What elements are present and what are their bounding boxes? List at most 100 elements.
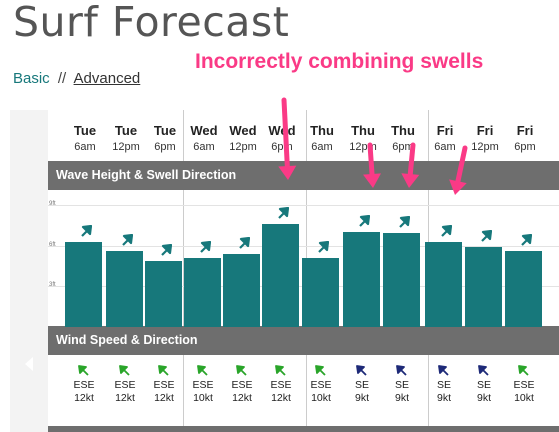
wave-section-header: Wave Height & Swell Direction — [48, 161, 559, 190]
wind-direction-label: SE — [394, 379, 409, 391]
column-time: 6pm — [271, 141, 293, 153]
wind-direction-arrow-icon — [518, 365, 529, 376]
wind-direction-label: SE — [354, 379, 369, 391]
swell-direction-arrow-icon — [521, 234, 532, 246]
wind-speed-label: 12kt — [74, 392, 94, 404]
wave-height-bar[interactable] — [145, 260, 182, 327]
wind-direction-label: ESE — [231, 379, 253, 391]
wave-y-tick: 6ft — [49, 241, 56, 248]
page-title: Surf Forecast — [13, 0, 290, 46]
wind-direction-label: ESE — [153, 379, 175, 391]
wave-height-bar[interactable] — [343, 232, 380, 327]
wind-section-header: Wind Speed & Direction — [48, 326, 559, 355]
column-day: Tue — [153, 123, 177, 138]
swell-direction-arrow-icon — [200, 240, 211, 253]
wave-height-bar[interactable] — [425, 241, 462, 327]
wave-y-tick: 9ft — [49, 201, 56, 207]
swell-direction-arrow-icon — [441, 224, 452, 237]
column-header: Tue 6am — [65, 123, 105, 153]
column-header: Fri 12pm — [465, 123, 505, 153]
column-time: 6am — [434, 141, 456, 153]
column-header: Tue 6pm — [145, 123, 185, 153]
column-day: Wed — [268, 123, 296, 138]
basic-view-link[interactable]: Basic — [13, 70, 50, 87]
column-time: 6am — [311, 141, 333, 153]
column-day: Thu — [351, 123, 375, 138]
wind-direction-arrow-icon — [275, 365, 286, 376]
wave-height-bar[interactable] — [262, 223, 299, 327]
next-section-header — [48, 426, 559, 432]
forecast-panel: Wave Height & Swell Direction Wind Speed… — [48, 110, 559, 432]
wave-height-bar[interactable] — [465, 247, 502, 327]
view-toggle: Basic // Advanced — [13, 70, 140, 87]
column-day: Wed — [229, 123, 257, 138]
column-time: 6pm — [514, 141, 536, 153]
wind-direction-arrow-icon — [396, 365, 407, 376]
column-day: Tue — [73, 123, 97, 138]
wind-speed-label: 9kt — [476, 392, 491, 404]
swell-direction-arrow-icon — [278, 206, 289, 219]
wave-height-bar[interactable] — [223, 253, 260, 327]
column-day: Wed — [190, 123, 218, 138]
wind-direction-label: ESE — [114, 379, 136, 391]
wind-speed-label: 12kt — [232, 392, 252, 404]
column-time: 6am — [193, 141, 215, 153]
wind-direction-arrow-icon — [478, 365, 489, 376]
wind-speed-label: 9kt — [354, 392, 369, 404]
wind-direction-arrow-icon — [315, 365, 326, 376]
column-header: Wed 6pm — [262, 123, 302, 153]
scroll-left-arrow-icon[interactable] — [25, 357, 33, 371]
column-header: Wed 6am — [184, 123, 224, 153]
wave-height-bar[interactable] — [184, 257, 221, 327]
annotation-label: Incorrectly combining swells — [195, 50, 484, 73]
wind-speed-label: 10kt — [514, 392, 534, 404]
column-header: Tue 12pm — [106, 123, 146, 153]
column-time: 12pm — [229, 141, 257, 153]
column-time: 12pm — [112, 141, 140, 153]
wind-speed-label: 12kt — [271, 392, 291, 404]
wave-height-bar[interactable] — [505, 251, 542, 327]
column-day: Fri — [516, 123, 534, 138]
day-separator — [183, 110, 184, 432]
wind-direction-label: ESE — [513, 379, 535, 391]
wind-direction-arrow-icon — [78, 365, 89, 376]
wave-y-tick: 3ft — [49, 282, 56, 289]
wave-height-bar[interactable] — [383, 233, 420, 327]
wind-speed-label: 12kt — [154, 392, 174, 404]
column-day: Tue — [114, 123, 138, 138]
wave-height-bar[interactable] — [106, 251, 143, 327]
column-time: 6pm — [154, 141, 176, 153]
wave-height-bar[interactable] — [302, 257, 339, 327]
swell-direction-arrow-icon — [161, 243, 172, 256]
swell-direction-arrow-icon — [81, 224, 92, 237]
swell-direction-arrow-icon — [359, 215, 370, 227]
wind-direction-label: SE — [476, 379, 491, 391]
advanced-view-link[interactable]: Advanced — [73, 70, 141, 87]
wind-speed-label: 10kt — [193, 392, 213, 404]
wind-speed-label: 9kt — [394, 392, 409, 404]
column-header: Thu 6am — [302, 123, 342, 153]
wave-height-bar[interactable] — [65, 241, 102, 327]
column-time: 12pm — [349, 141, 377, 153]
scroll-left-gutter[interactable] — [10, 110, 48, 432]
wind-direction-label: ESE — [310, 379, 332, 391]
wave-gridline — [48, 205, 559, 206]
column-header: Fri 6am — [425, 123, 465, 153]
swell-direction-arrow-icon — [122, 234, 133, 246]
column-day: Thu — [391, 123, 415, 138]
wind-direction-arrow-icon — [356, 365, 367, 376]
wind-direction-arrow-icon — [438, 365, 449, 376]
wind-direction-label: SE — [436, 379, 451, 391]
wind-direction-label: ESE — [73, 379, 95, 391]
wind-direction-label: ESE — [192, 379, 214, 391]
column-header: Wed 12pm — [223, 123, 263, 153]
wind-speed-label: 9kt — [436, 392, 451, 404]
view-separator: // — [57, 70, 67, 87]
column-time: 6am — [74, 141, 96, 153]
column-header: Fri 6pm — [505, 123, 545, 153]
wind-speed-label: 12kt — [115, 392, 135, 404]
swell-direction-arrow-icon — [399, 216, 410, 229]
swell-direction-arrow-icon — [239, 236, 250, 249]
wind-speed-label: 10kt — [311, 392, 331, 404]
column-day: Fri — [476, 123, 494, 138]
